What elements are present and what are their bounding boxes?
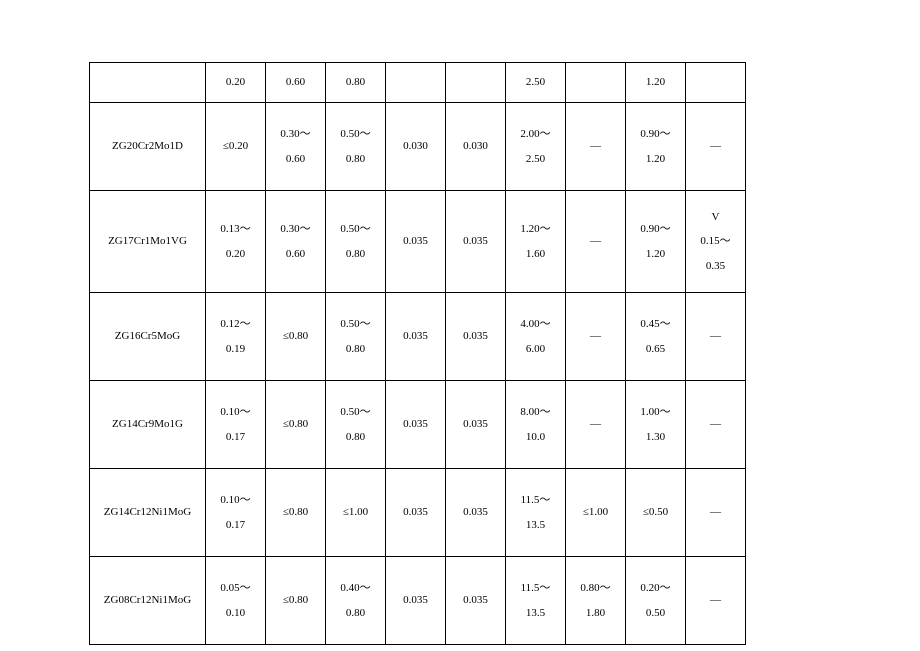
cell: 0.10～0.17: [206, 469, 266, 557]
cell: 0.035: [446, 469, 506, 557]
cell: —: [686, 557, 746, 645]
cell: [686, 63, 746, 103]
cell: —: [686, 381, 746, 469]
cell: 0.80: [326, 63, 386, 103]
cell: 0.60: [266, 63, 326, 103]
cell: 11.5～13.5: [506, 557, 566, 645]
cell: ≤0.80: [266, 469, 326, 557]
cell: ≤0.20: [206, 103, 266, 191]
cell: 0.10～0.17: [206, 381, 266, 469]
cell: 0.90～1.20: [626, 191, 686, 293]
cell: —: [566, 381, 626, 469]
cell: 0.035: [386, 293, 446, 381]
cell: 0.50～0.80: [326, 191, 386, 293]
cell: ZG16Cr5MoG: [90, 293, 206, 381]
cell: 11.5～13.5: [506, 469, 566, 557]
cell: V0.15～0.35: [686, 191, 746, 293]
cell: 0.50～0.80: [326, 293, 386, 381]
cell: 0.030: [446, 103, 506, 191]
cell: 0.30～0.60: [266, 103, 326, 191]
table-row: ZG17Cr1Mo1VG0.13～0.200.30～0.600.50～0.800…: [90, 191, 746, 293]
table-row: ZG14Cr9Mo1G0.10～0.17≤0.800.50～0.800.0350…: [90, 381, 746, 469]
page: 0.200.600.802.501.20ZG20Cr2Mo1D≤0.200.30…: [0, 0, 920, 651]
cell: 1.20: [626, 63, 686, 103]
cell: 0.035: [446, 381, 506, 469]
cell: ZG20Cr2Mo1D: [90, 103, 206, 191]
cell: 0.13～0.20: [206, 191, 266, 293]
cell: 0.90～1.20: [626, 103, 686, 191]
cell: —: [686, 469, 746, 557]
cell: [446, 63, 506, 103]
cell: 0.80～1.80: [566, 557, 626, 645]
cell: 1.00～1.30: [626, 381, 686, 469]
cell: ≤1.00: [326, 469, 386, 557]
table-row: ZG16Cr5MoG0.12～0.19≤0.800.50～0.800.0350.…: [90, 293, 746, 381]
cell: —: [566, 103, 626, 191]
table-row: ZG20Cr2Mo1D≤0.200.30～0.600.50～0.800.0300…: [90, 103, 746, 191]
cell: —: [686, 103, 746, 191]
cell: 2.50: [506, 63, 566, 103]
cell: 0.20: [206, 63, 266, 103]
cell: 0.030: [386, 103, 446, 191]
cell: 1.20～1.60: [506, 191, 566, 293]
cell: 0.50～0.80: [326, 103, 386, 191]
cell: ≤0.80: [266, 381, 326, 469]
cell: ≤0.80: [266, 557, 326, 645]
cell: [566, 63, 626, 103]
cell: 0.035: [386, 191, 446, 293]
cell: 0.035: [386, 557, 446, 645]
cell: —: [566, 293, 626, 381]
cell: ZG08Cr12Ni1MoG: [90, 557, 206, 645]
table-row: ZG08Cr12Ni1MoG0.05～0.10≤0.800.40～0.800.0…: [90, 557, 746, 645]
cell: 0.20～0.50: [626, 557, 686, 645]
cell: 0.50～0.80: [326, 381, 386, 469]
cell: 4.00～6.00: [506, 293, 566, 381]
cell: 0.035: [446, 293, 506, 381]
table-row: ZG14Cr12Ni1MoG0.10～0.17≤0.80≤1.000.0350.…: [90, 469, 746, 557]
cell: —: [686, 293, 746, 381]
cell: [90, 63, 206, 103]
cell: 0.05～0.10: [206, 557, 266, 645]
cell: 0.40～0.80: [326, 557, 386, 645]
cell: ZG17Cr1Mo1VG: [90, 191, 206, 293]
table-row: 0.200.600.80 2.50 1.20: [90, 63, 746, 103]
cell: ZG14Cr9Mo1G: [90, 381, 206, 469]
cell: 2.00～2.50: [506, 103, 566, 191]
cell: ≤0.80: [266, 293, 326, 381]
cell: ≤0.50: [626, 469, 686, 557]
cell: 0.30～0.60: [266, 191, 326, 293]
cell: 0.035: [386, 381, 446, 469]
cell: ZG14Cr12Ni1MoG: [90, 469, 206, 557]
cell: —: [566, 191, 626, 293]
cell: 0.035: [446, 557, 506, 645]
cell: ≤1.00: [566, 469, 626, 557]
cell: [386, 63, 446, 103]
cell: 0.035: [386, 469, 446, 557]
cell: 0.12～0.19: [206, 293, 266, 381]
cell: 0.035: [446, 191, 506, 293]
cell: 8.00～10.0: [506, 381, 566, 469]
composition-table: 0.200.600.802.501.20ZG20Cr2Mo1D≤0.200.30…: [89, 62, 746, 645]
cell: 0.45～0.65: [626, 293, 686, 381]
